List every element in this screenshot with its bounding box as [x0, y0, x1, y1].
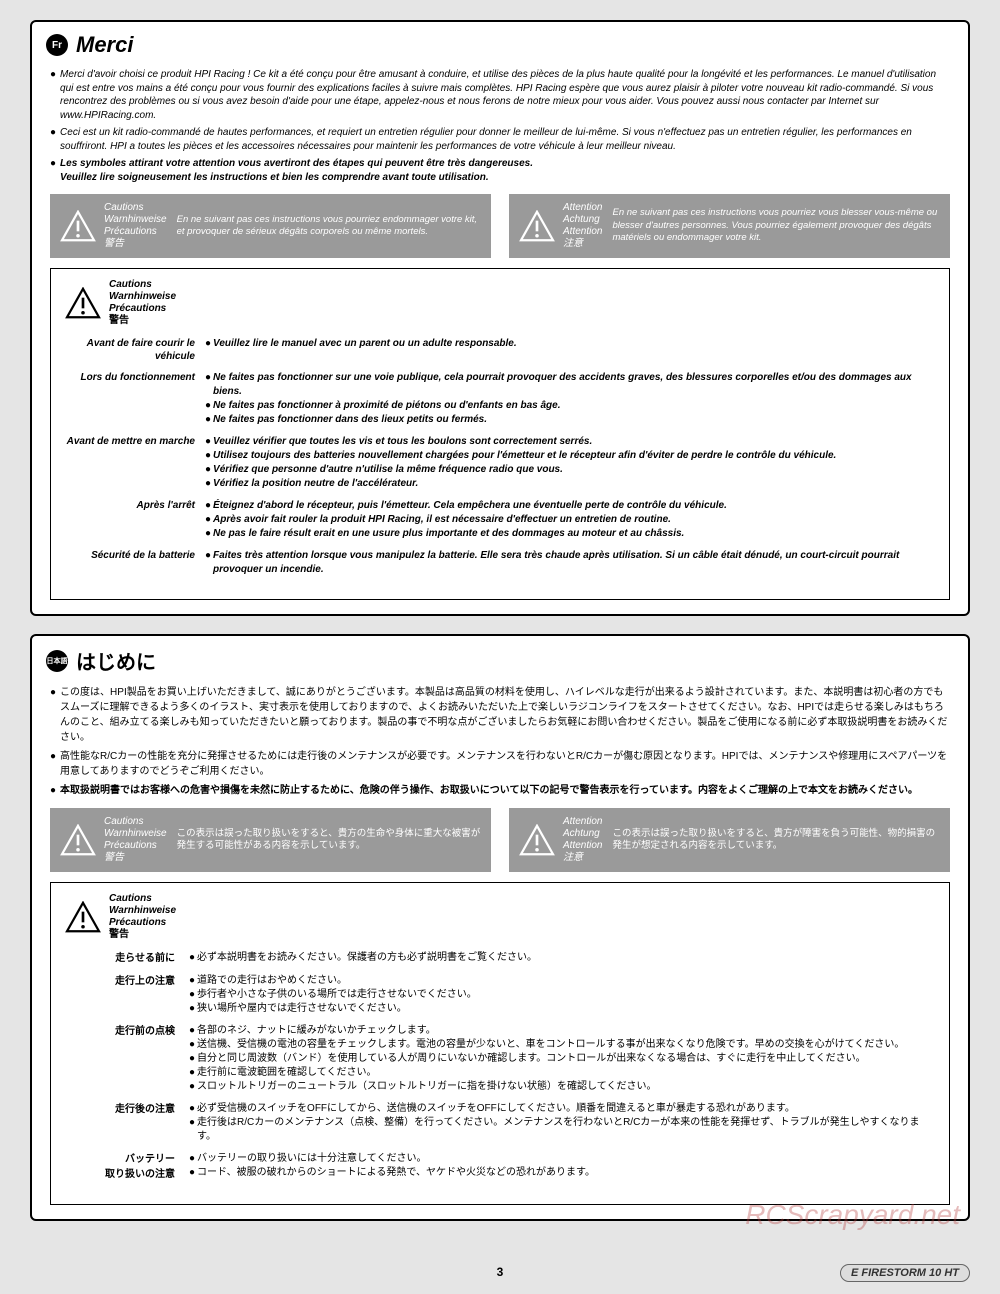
- jp-precautions-frame: Cautions Warnhinweise Précautions 警告 走らせ…: [50, 882, 950, 1205]
- precaution-line: ●狭い場所や屋内では走行させないでください。: [189, 1002, 935, 1016]
- precaution-line: ●Ne faites pas fonctionner dans des lieu…: [205, 413, 935, 427]
- precaution-label: 走らせる前に: [65, 951, 189, 966]
- precaution-line: ●バッテリーの取り扱いには十分注意してください。: [189, 1152, 935, 1166]
- precaution-content: ●各部のネジ、ナットに緩みがないかチェックします。●送信機、受信機の電池の容量を…: [189, 1024, 935, 1094]
- precaution-line: ●必ず本説明書をお読みください。保護者の方も必ず説明書をご覧ください。: [189, 951, 935, 965]
- jp-header: 日本語 はじめに: [32, 636, 968, 681]
- warning-icon: [60, 210, 96, 242]
- precaution-row: Après l'arrêt●Éteignez d'abord le récept…: [65, 499, 935, 541]
- precaution-label: Avant de mettre en marche: [65, 435, 205, 491]
- japanese-panel: 日本語 はじめに ●この度は、HPI製品をお買い上げいただきまして、誠にありがと…: [30, 634, 970, 1221]
- precaution-line: ●走行後はR/Cカーのメンテナンス（点検、整備）を行ってください。メンテナンスを…: [189, 1116, 935, 1144]
- precaution-line: ●Après avoir fait rouler la produit HPI …: [205, 513, 935, 527]
- jp-caution-text: この表示は誤った取り扱いをすると、貴方の生命や身体に重大な被害が発生する可能性が…: [177, 828, 481, 853]
- precaution-line: ●Veuillez lire le manuel avec un parent …: [205, 337, 935, 351]
- precaution-content: ●必ず受信機のスイッチをOFFにしてから、送信機のスイッチをOFFにしてください…: [189, 1102, 935, 1144]
- precaution-row: 走行後の注意●必ず受信機のスイッチをOFFにしてから、送信機のスイッチをOFFに…: [65, 1102, 935, 1144]
- precaution-row: 走行前の点検●各部のネジ、ナットに緩みがないかチェックします。●送信機、受信機の…: [65, 1024, 935, 1094]
- fr-precautions-frame: Cautions Warnhinweise Précautions 警告 Ava…: [50, 268, 950, 600]
- precaution-label: Sécurité de la batterie: [65, 549, 205, 577]
- warning-icon: [60, 824, 96, 856]
- fr-intro2: Ceci est un kit radio-commandé de hautes…: [60, 126, 950, 153]
- jp-intro: ●この度は、HPI製品をお買い上げいただきまして、誠にありがとうございます。本製…: [50, 685, 950, 798]
- jp-intro3: 本取扱説明書ではお客様への危害や損傷を未然に防止するために、危険の伴う操作、お取…: [60, 783, 918, 798]
- jp-caution-row: Cautions Warnhinweise Précautions 警告 この表…: [50, 808, 950, 872]
- french-panel: Fr Merci ●Merci d'avoir choisi ce produi…: [30, 20, 970, 616]
- precaution-row: 走行上の注意●道路での走行はおやめください。●歩行者や小さな子供のいる場所では走…: [65, 974, 935, 1016]
- precaution-row: Lors du fonctionnement●Ne faites pas fon…: [65, 371, 935, 427]
- warning-icon: [65, 287, 101, 319]
- fr-intro3b: Veuillez lire soigneusement les instruct…: [60, 172, 489, 183]
- jp-attention-labels: Attention Achtung Attention 注意: [563, 816, 602, 864]
- precaution-content: ●Ne faites pas fonctionner sur une voie …: [205, 371, 935, 427]
- precaution-label: Après l'arrêt: [65, 499, 205, 541]
- precaution-label: バッテリー取り扱いの注意: [65, 1152, 189, 1182]
- jp-intro1: この度は、HPI製品をお買い上げいただきまして、誠にありがとうございます。本製品…: [60, 685, 950, 745]
- precaution-line: ●Ne pas le faire résult erait en une usu…: [205, 527, 935, 541]
- fr-intro: ●Merci d'avoir choisi ce produit HPI Rac…: [50, 68, 950, 184]
- precaution-line: ●スロットルトリガーのニュートラル（スロットルトリガーに指を掛けない状態）を確認…: [189, 1080, 935, 1094]
- warning-icon: [519, 210, 555, 242]
- precaution-line: ●送信機、受信機の電池の容量をチェックします。電池の容量が少ないと、車をコントロ…: [189, 1038, 935, 1052]
- jp-badge: 日本語: [46, 650, 68, 672]
- precaution-line: ●自分と同じ周波数（バンド）を使用している人が周りにいないか確認します。コントロ…: [189, 1052, 935, 1066]
- precaution-line: ●Utilisez toujours des batteries nouvell…: [205, 449, 935, 463]
- jp-title: はじめに: [76, 646, 156, 675]
- precaution-row: Avant de mettre en marche●Veuillez vérif…: [65, 435, 935, 491]
- precaution-content: ●Veuillez lire le manuel avec un parent …: [205, 337, 935, 363]
- precaution-label: Lors du fonctionnement: [65, 371, 205, 427]
- precaution-line: ●必ず受信機のスイッチをOFFにしてから、送信機のスイッチをOFFにしてください…: [189, 1102, 935, 1116]
- precaution-line: ●各部のネジ、ナットに緩みがないかチェックします。: [189, 1024, 935, 1038]
- precaution-row: バッテリー取り扱いの注意●バッテリーの取り扱いには十分注意してください。●コード…: [65, 1152, 935, 1182]
- fr-badge: Fr: [46, 34, 68, 56]
- precaution-label: 走行前の点検: [65, 1024, 189, 1094]
- precaution-line: ●Vérifiez que personne d'autre n'utilise…: [205, 463, 935, 477]
- precaution-row: Avant de faire courir le véhicule●Veuill…: [65, 337, 935, 363]
- precaution-line: ●Veuillez vérifier que toutes les vis et…: [205, 435, 935, 449]
- precaution-label: Avant de faire courir le véhicule: [65, 337, 205, 363]
- precaution-row: Sécurité de la batterie●Faites très atte…: [65, 549, 935, 577]
- jp-prec-header: Cautions Warnhinweise Précautions 警告: [65, 893, 935, 941]
- fr-caution-text: En ne suivant pas ces instructions vous …: [177, 214, 481, 239]
- precaution-content: ●Éteignez d'abord le récepteur, puis l'é…: [205, 499, 935, 541]
- precaution-line: ●Faites très attention lorsque vous mani…: [205, 549, 935, 577]
- fr-prec-header: Cautions Warnhinweise Précautions 警告: [65, 279, 935, 327]
- precaution-line: ●Ne faites pas fonctionner sur une voie …: [205, 371, 935, 399]
- precaution-line: ●Vérifiez la position neutre de l'accélé…: [205, 477, 935, 491]
- fr-attention-labels: Attention Achtung Attention 注意: [563, 202, 602, 250]
- precaution-line: ●走行前に電波範囲を確認してください。: [189, 1066, 935, 1080]
- precaution-line: ●Ne faites pas fonctionner à proximité d…: [205, 399, 935, 413]
- precaution-content: ●Veuillez vérifier que toutes les vis et…: [205, 435, 935, 491]
- precaution-label: 走行上の注意: [65, 974, 189, 1016]
- fr-intro3a: Les symboles attirant votre attention vo…: [60, 158, 533, 169]
- jp-caution-box: Cautions Warnhinweise Précautions 警告 この表…: [50, 808, 491, 872]
- warning-icon: [519, 824, 555, 856]
- french-header: Fr Merci: [32, 22, 968, 64]
- precaution-line: ●道路での走行はおやめください。: [189, 974, 935, 988]
- precaution-line: ●歩行者や小さな子供のいる場所では走行させないでください。: [189, 988, 935, 1002]
- jp-attention-text: この表示は誤った取り扱いをすると、貴方が障害を負う可能性、物的損害の発生が想定さ…: [612, 828, 940, 853]
- precaution-content: ●必ず本説明書をお読みください。保護者の方も必ず説明書をご覧ください。: [189, 951, 935, 966]
- page-number: 3: [343, 1265, 656, 1279]
- precaution-line: ●コード、被服の破れからのショートによる発熱で、ヤケドや火災などの恐れがあります…: [189, 1166, 935, 1180]
- fr-attention-text: En ne suivant pas ces instructions vous …: [612, 207, 940, 244]
- precaution-line: ●Éteignez d'abord le récepteur, puis l'é…: [205, 499, 935, 513]
- fr-caution-labels: Cautions Warnhinweise Précautions 警告: [104, 202, 167, 250]
- jp-attention-box: Attention Achtung Attention 注意 この表示は誤った取…: [509, 808, 950, 872]
- warning-icon: [65, 901, 101, 933]
- fr-attention-box: Attention Achtung Attention 注意 En ne sui…: [509, 194, 950, 258]
- jp-intro2: 高性能なR/Cカーの性能を充分に発揮させるためには走行後のメンテナンスが必要です…: [60, 749, 950, 779]
- fr-title: Merci: [76, 32, 133, 58]
- precaution-content: ●Faites très attention lorsque vous mani…: [205, 549, 935, 577]
- precaution-row: 走らせる前に●必ず本説明書をお読みください。保護者の方も必ず説明書をご覧ください…: [65, 951, 935, 966]
- fr-intro1: Merci d'avoir choisi ce produit HPI Raci…: [60, 68, 950, 122]
- jp-caution-labels: Cautions Warnhinweise Précautions 警告: [104, 816, 167, 864]
- fr-caution-box: Cautions Warnhinweise Précautions 警告 En …: [50, 194, 491, 258]
- footer-logo: E FIRESTORM 10 HT: [840, 1264, 970, 1282]
- page-footer: 3 E FIRESTORM 10 HT: [0, 1259, 1000, 1291]
- precaution-content: ●バッテリーの取り扱いには十分注意してください。●コード、被服の破れからのショー…: [189, 1152, 935, 1182]
- fr-caution-row: Cautions Warnhinweise Précautions 警告 En …: [50, 194, 950, 258]
- precaution-label: 走行後の注意: [65, 1102, 189, 1144]
- precaution-content: ●道路での走行はおやめください。●歩行者や小さな子供のいる場所では走行させないで…: [189, 974, 935, 1016]
